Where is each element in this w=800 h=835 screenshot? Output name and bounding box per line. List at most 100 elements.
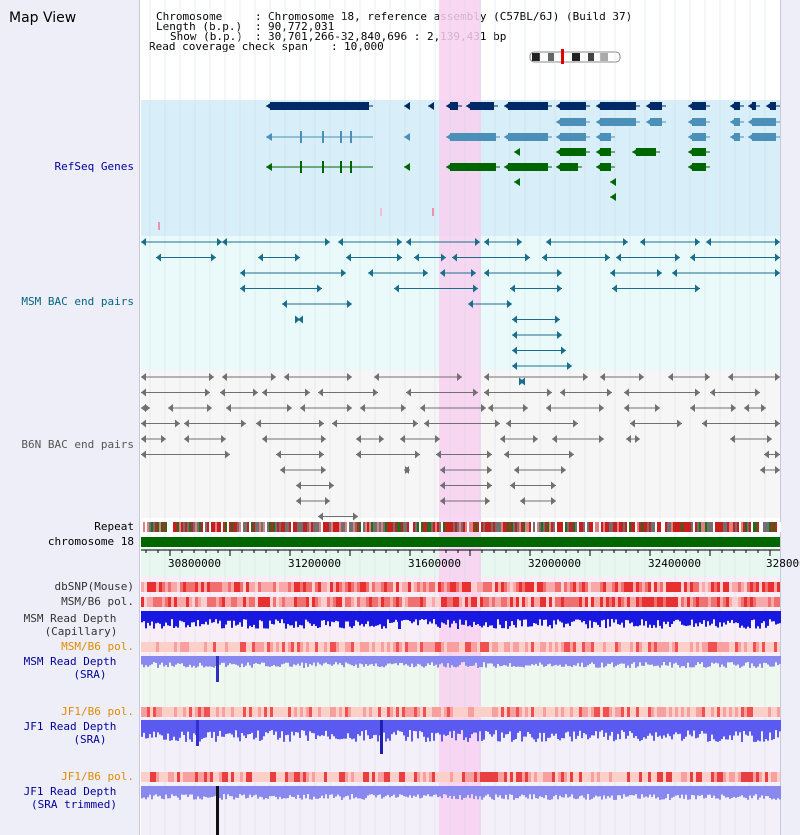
heat-cell — [612, 707, 615, 717]
track-label-msm-b6-pol[interactable]: MSM/B6 pol. — [61, 595, 134, 608]
track-label-msm-depth-capillary[interactable]: MSM Read Depth — [23, 612, 117, 625]
msm-bac-end-pairs[interactable] — [141, 238, 780, 386]
heat-cell — [645, 707, 648, 717]
heat-cell — [516, 772, 519, 782]
depth-bar — [259, 611, 261, 621]
heat-cell — [243, 642, 246, 652]
heat-cell — [270, 707, 273, 717]
heat-cell — [621, 582, 624, 592]
heat-cell — [225, 772, 228, 782]
heat-cell — [264, 582, 267, 592]
depth-bar — [765, 656, 767, 664]
depth-bar — [659, 611, 661, 626]
bac-end — [262, 388, 267, 397]
heat-cell — [624, 597, 627, 607]
depth-bar — [637, 720, 639, 739]
heat-cell — [459, 597, 462, 607]
bac-end — [225, 450, 230, 459]
depth-tracks[interactable] — [141, 611, 781, 835]
heat-cell — [201, 582, 204, 592]
track-label-jf1-b6-pol[interactable]: JF1/B6 pol. — [61, 705, 134, 718]
depth-bar — [195, 611, 197, 627]
heat-cell — [483, 582, 486, 592]
heat-cell — [441, 597, 444, 607]
gene-exon — [508, 102, 548, 110]
depth-bar — [563, 611, 565, 628]
depth-bar — [281, 720, 283, 732]
chromosome-ideogram[interactable] — [529, 49, 621, 64]
depth-bar — [687, 786, 689, 800]
track-label-msm-depth-sra[interactable]: MSM Read Depth — [23, 655, 117, 668]
depth-bar — [539, 611, 541, 620]
track-label-jf1-depth-trimmed[interactable]: JF1 Read Depth — [23, 785, 117, 798]
heat-tracks[interactable] — [141, 582, 780, 782]
depth-bar — [389, 786, 391, 798]
depth-bar — [303, 786, 305, 795]
heat-cell — [309, 772, 312, 782]
depth-bar — [337, 720, 339, 740]
heat-cell — [165, 597, 168, 607]
depth-bar — [423, 786, 425, 796]
heat-cell — [450, 597, 453, 607]
repeat-block — [425, 522, 427, 532]
depth-bar — [417, 656, 419, 664]
track-label-repeat[interactable]: Repeat — [94, 520, 134, 533]
chromosome-bar[interactable] — [141, 537, 780, 547]
track-label-b6n-bac[interactable]: B6N BAC end pairs — [21, 438, 134, 451]
depth-bar — [289, 611, 291, 626]
gene-exon — [734, 102, 740, 110]
repeat-block — [719, 522, 721, 532]
depth-bar — [415, 611, 417, 620]
depth-bar — [383, 611, 385, 627]
depth-bar — [775, 786, 777, 800]
depth-bar — [451, 720, 453, 739]
heat-cell — [525, 772, 528, 782]
heat-cell — [276, 707, 279, 717]
depth-bar — [757, 720, 759, 741]
repeat-block — [205, 522, 207, 532]
depth-bar — [477, 720, 479, 742]
depth-bar — [649, 720, 651, 734]
b6n-bac-end-pairs[interactable] — [141, 373, 780, 521]
depth-bar — [551, 656, 553, 667]
bac-end — [471, 269, 476, 277]
heat-cell — [171, 582, 174, 592]
bac-end — [624, 388, 629, 397]
heat-cell — [618, 772, 621, 782]
heat-cell — [552, 707, 555, 717]
heat-cell — [462, 707, 465, 717]
depth-bar — [343, 720, 345, 739]
repeat-block — [485, 522, 487, 532]
track-label-dbsnp[interactable]: dbSNP(Mouse) — [54, 580, 134, 593]
repeat-block — [303, 522, 305, 532]
depth-bar — [705, 656, 707, 668]
heat-cell — [612, 597, 615, 607]
track-label-chromosome[interactable]: chromosome 18 — [47, 535, 134, 548]
track-label-msm-bac[interactable]: MSM BAC end pairs — [21, 295, 134, 308]
refseq-genes[interactable] — [158, 102, 780, 230]
depth-bar — [239, 720, 241, 742]
repeat-track[interactable] — [141, 522, 781, 532]
depth-bar — [627, 656, 629, 666]
heat-cell — [756, 582, 759, 592]
heat-cell — [756, 642, 759, 652]
track-label-msm-b6-pol-2[interactable]: MSM/B6 pol. — [61, 640, 134, 653]
depth-bar — [275, 611, 277, 620]
repeat-block — [321, 522, 323, 532]
heat-cell — [777, 642, 780, 652]
track-label-jf1-b6-pol-2[interactable]: JF1/B6 pol. — [61, 770, 134, 783]
depth-bar — [583, 656, 585, 668]
heat-cell — [510, 597, 513, 607]
repeat-block — [171, 522, 173, 532]
track-label-jf1-depth-sra[interactable]: JF1 Read Depth — [23, 720, 117, 733]
depth-bar — [265, 656, 267, 667]
repeat-block — [411, 522, 413, 532]
depth-bar — [407, 786, 409, 798]
depth-bar — [751, 656, 753, 664]
depth-bar — [241, 656, 243, 664]
depth-bar — [265, 611, 267, 629]
depth-bar — [371, 611, 373, 626]
repeat-block — [661, 522, 663, 532]
track-label-refseq[interactable]: RefSeq Genes — [54, 160, 134, 173]
depth-bar — [441, 720, 443, 742]
